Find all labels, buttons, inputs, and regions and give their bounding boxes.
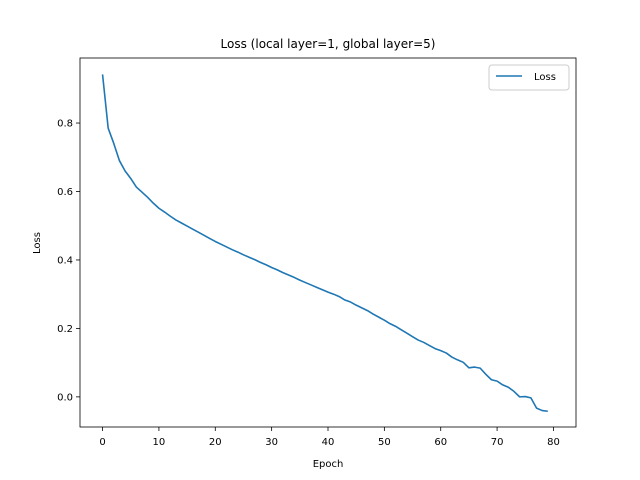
x-tick-label: 80 [547,437,560,448]
x-axis-label: Epoch [313,459,344,470]
series-group [101,74,548,413]
chart-title: Loss (local layer=1, global layer=5) [221,37,436,51]
x-tick-label: 0 [99,437,105,448]
y-tick-label: 0.0 [57,392,73,403]
plot-area [80,58,576,427]
x-tick-label: 30 [265,437,278,448]
x-tick-label: 20 [209,437,222,448]
y-axis: 0.0 0.2 0.4 0.6 0.8 [57,119,80,403]
plot-frame [79,57,577,428]
legend-entry-loss: Loss [534,72,556,83]
x-axis: 0 10 20 30 40 50 60 70 80 [99,427,560,448]
y-axis-label: Loss [32,232,43,254]
y-tick-label: 0.4 [57,255,73,266]
legend: Loss [488,64,570,91]
y-tick-label: 0.8 [57,119,73,130]
legend-box [488,64,570,91]
y-tick-label: 0.6 [57,187,73,198]
x-tick-label: 10 [153,437,166,448]
x-tick-label: 70 [491,437,504,448]
x-tick-label: 50 [378,437,391,448]
y-tick-label: 0.2 [57,324,73,335]
x-tick-label: 60 [434,437,447,448]
x-tick-label: 40 [322,437,335,448]
series-line-loss [101,74,548,413]
